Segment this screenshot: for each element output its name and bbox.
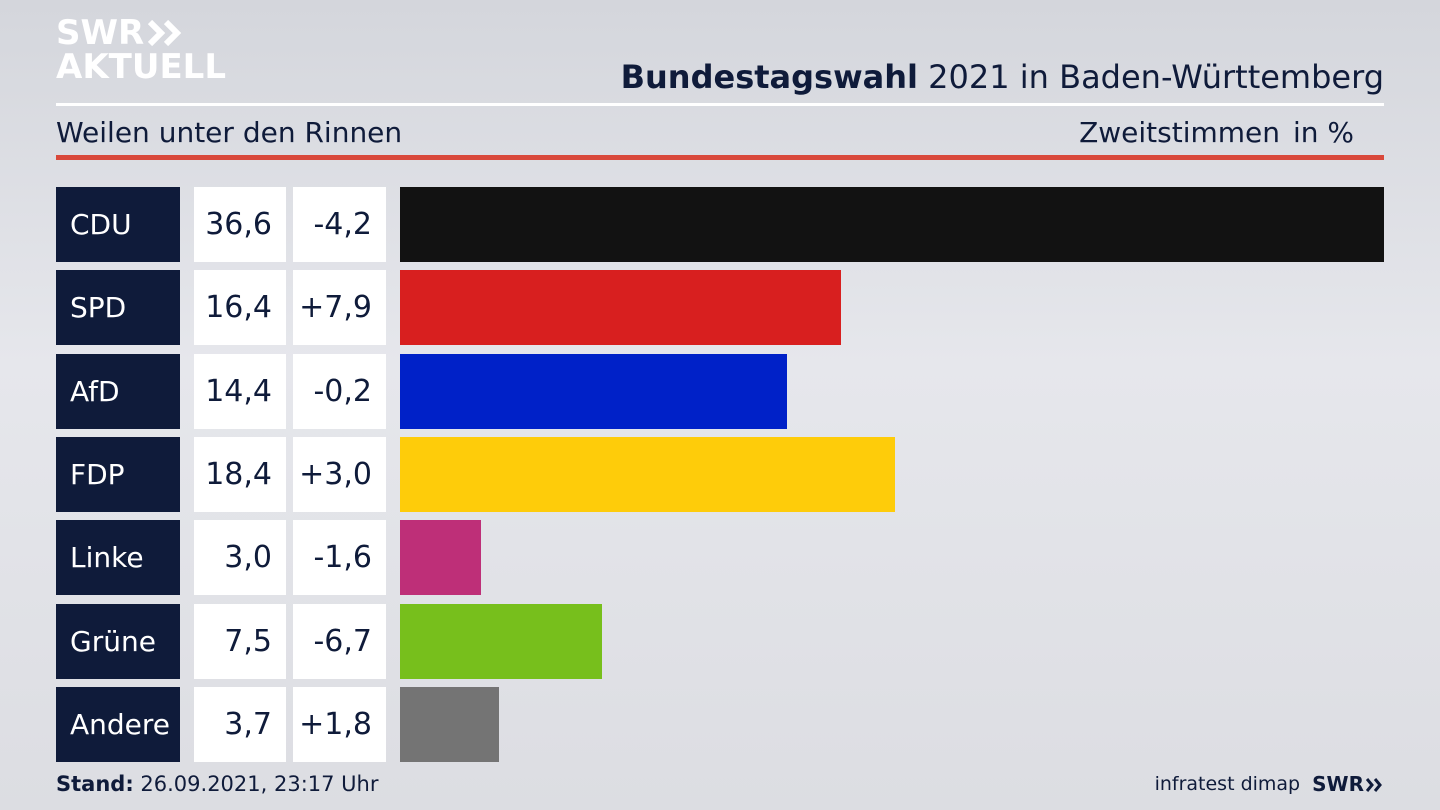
vote-share-value: 16,4 (194, 270, 286, 346)
vote-share-bar (400, 353, 787, 429)
header-divider (56, 103, 1384, 106)
logo-arrows-icon (148, 20, 182, 46)
party-label: SPD (56, 270, 180, 346)
party-label: Andere (56, 686, 180, 762)
vote-share-value: 3,0 (194, 520, 286, 596)
vote-share-bar (400, 520, 481, 596)
party-label: FDP (56, 436, 180, 512)
swr-brand-text: SWR (1312, 772, 1364, 796)
title-bold: Bundestagswahl (620, 58, 918, 96)
unit-label: in % (1292, 116, 1354, 149)
vote-share-value: 36,6 (194, 187, 286, 262)
vote-share-value: 18,4 (194, 436, 286, 512)
vote-share-value: 3,7 (194, 686, 286, 762)
result-row: Linke 3,0 -1,6 (56, 520, 1384, 596)
vote-change-value: -4,2 (293, 187, 386, 262)
accent-divider (56, 155, 1384, 160)
vote-change-value: +1,8 (293, 686, 386, 762)
vote-share-bar (400, 436, 895, 512)
metric-label: Zweitstimmen (1079, 116, 1280, 149)
party-label: AfD (56, 353, 180, 429)
timestamp: Stand: 26.09.2021, 23:17 Uhr (56, 772, 379, 796)
vote-change-value: -1,6 (293, 520, 386, 596)
result-row: FDP 18,4 +3,0 (56, 436, 1384, 512)
page-title: Bundestagswahl 2021 in Baden-Württemberg (621, 58, 1384, 96)
vote-share-bar (400, 686, 499, 762)
result-row: SPD 16,4 +7,9 (56, 270, 1384, 346)
subtitle: Weilen unter den Rinnen (56, 116, 403, 149)
vote-share-bar (400, 603, 602, 679)
swr-arrows-icon (1365, 778, 1382, 792)
party-label: Linke (56, 520, 180, 596)
party-label: Grüne (56, 603, 180, 679)
source-label: infratest dimap (1154, 773, 1301, 795)
result-row: Andere 3,7 +1,8 (56, 686, 1384, 762)
result-row: AfD 14,4 -0,2 (56, 353, 1384, 429)
logo-line1: SWR (56, 13, 145, 53)
logo-line2: AKTUELL (56, 47, 227, 87)
vote-share-value: 7,5 (194, 603, 286, 679)
vote-share-bar (400, 270, 841, 346)
vote-change-value: +7,9 (293, 270, 386, 346)
swr-brand: SWR (1312, 772, 1384, 796)
vote-share-bar (400, 187, 1384, 262)
vote-share-value: 14,4 (194, 353, 286, 429)
source-credit: infratest dimap SWR (1155, 772, 1384, 796)
vote-change-value: -6,7 (293, 603, 386, 679)
party-label: CDU (56, 187, 180, 262)
result-row: Grüne 7,5 -6,7 (56, 603, 1384, 679)
stand-value: 26.09.2021, 23:17 Uhr (133, 772, 379, 796)
result-row: CDU 36,6 -4,2 (56, 187, 1384, 262)
swr-aktuell-logo: SWR AKTUELL (56, 16, 226, 84)
stand-label: Stand: (56, 772, 134, 796)
title-rest: 2021 in Baden-Württemberg (917, 58, 1384, 96)
vote-change-value: -0,2 (293, 353, 386, 429)
vote-change-value: +3,0 (293, 436, 386, 512)
